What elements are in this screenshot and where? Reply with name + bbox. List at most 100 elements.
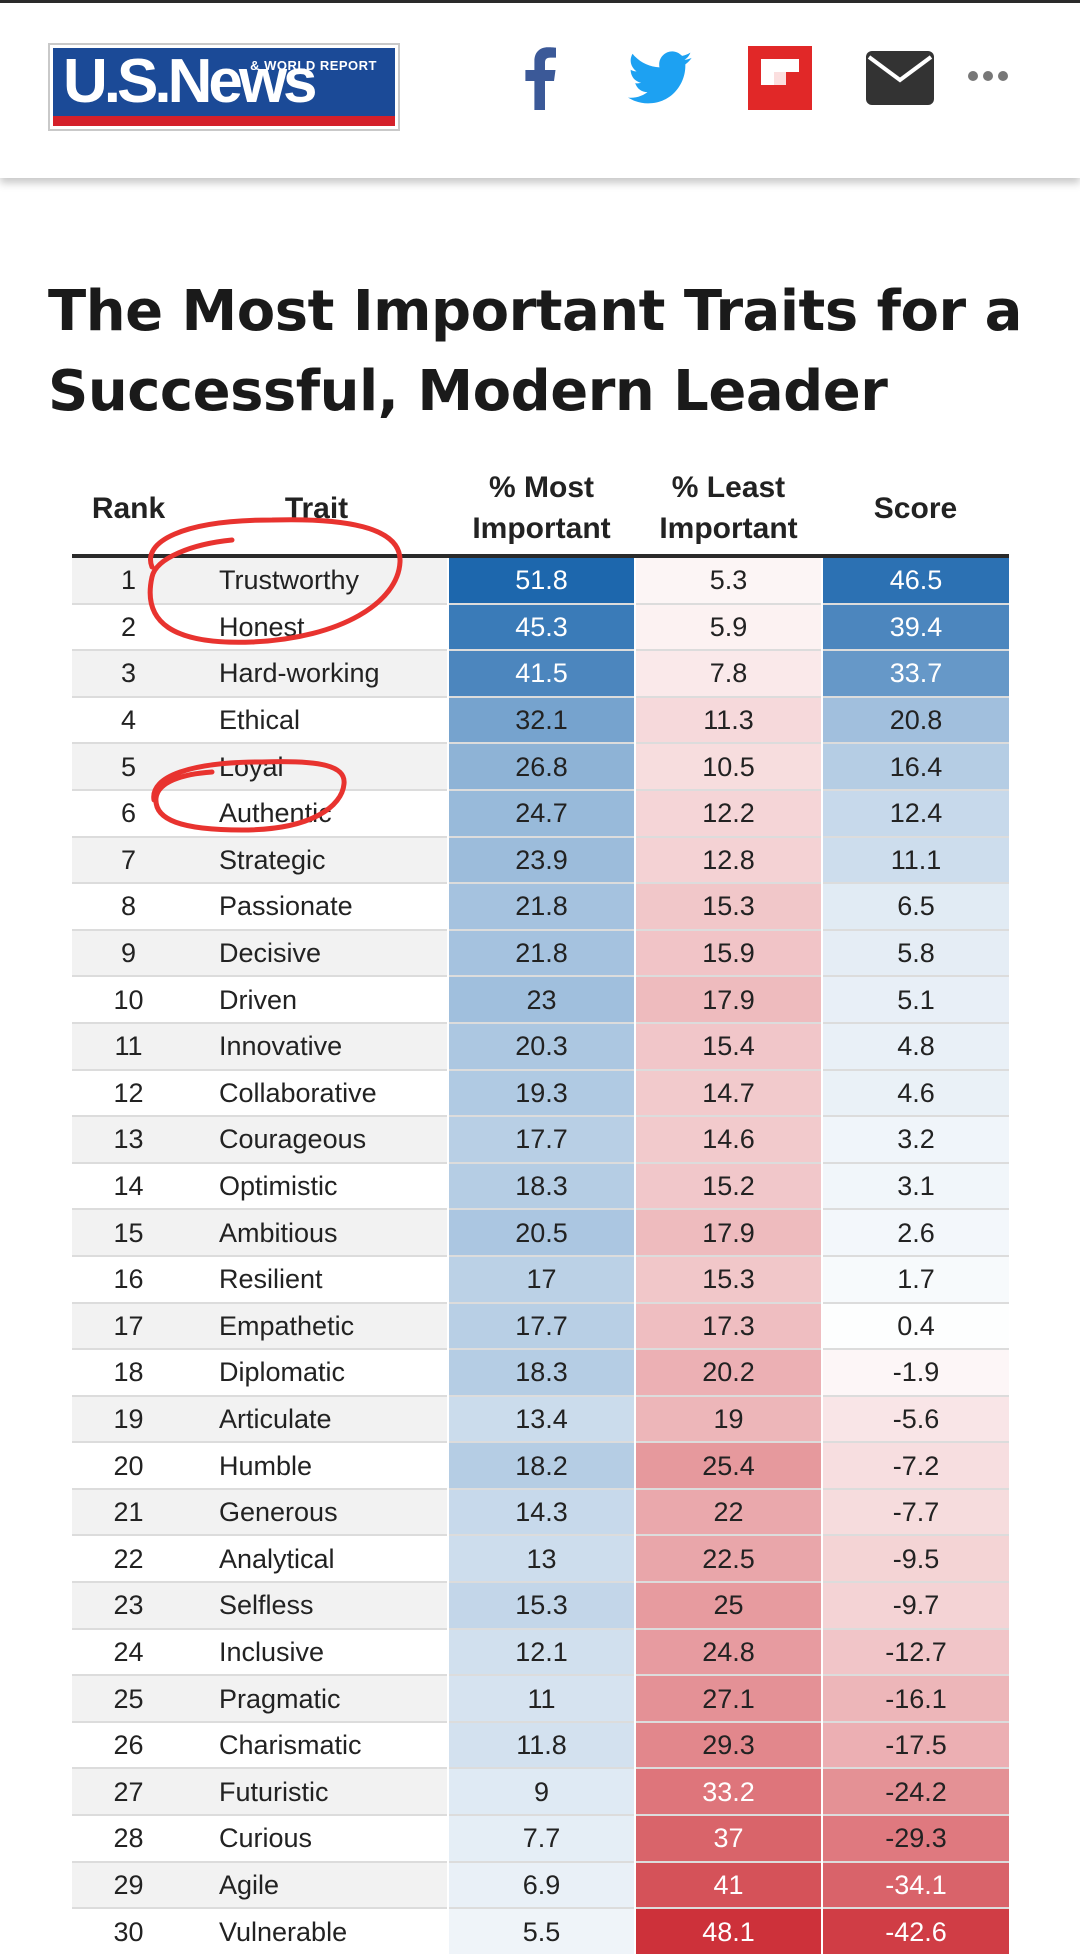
top-border (0, 0, 1080, 3)
table-row: 10 Driven 23 17.9 5.1 (72, 975, 1009, 1023)
table-row: 8 Passionate 21.8 15.3 6.5 (72, 882, 1009, 930)
rank-cell: 12 (72, 1068, 185, 1117)
table-row: 19 Articulate 13.4 19 -5.6 (72, 1394, 1009, 1443)
score-cell: -24.2 (821, 1767, 1009, 1816)
score-cell: -17.5 (821, 1720, 1009, 1769)
table-header-row: Rank Trait % Most Important % Least Impo… (72, 462, 1009, 558)
score-cell: 39.4 (821, 602, 1009, 651)
twitter-icon[interactable] (625, 43, 695, 113)
trait-cell: Articulate (185, 1394, 448, 1443)
most-important-cell: 18.2 (447, 1441, 635, 1489)
table-row: 26 Charismatic 11.8 29.3 -17.5 (72, 1720, 1009, 1769)
least-important-cell: 17.3 (634, 1301, 822, 1350)
traits-table-container: Rank Trait % Most Important % Least Impo… (72, 462, 1009, 1954)
least-important-cell: 17.9 (634, 1208, 822, 1256)
least-important-cell: 11.3 (634, 695, 822, 744)
score-cell: 46.5 (821, 555, 1009, 604)
most-important-cell: 23.9 (447, 835, 635, 884)
least-important-cell: 33.2 (634, 1767, 822, 1816)
table-row: 17 Empathetic 17.7 17.3 0.4 (72, 1301, 1009, 1350)
trait-cell: Curious (185, 1814, 448, 1862)
most-important-cell: 13.4 (447, 1394, 635, 1443)
least-important-cell: 15.3 (634, 882, 822, 930)
least-important-cell: 25.4 (634, 1441, 822, 1489)
least-important-cell: 7.8 (634, 649, 822, 697)
trait-cell: Analytical (185, 1534, 448, 1583)
usnews-logo[interactable]: U.S.News & WORLD REPORT (48, 43, 400, 131)
rank-cell: 30 (72, 1907, 185, 1954)
trait-cell: Optimistic (185, 1161, 448, 1210)
score-cell: 6.5 (821, 882, 1009, 930)
table-row: 28 Curious 7.7 37 -29.3 (72, 1814, 1009, 1862)
traits-table: Rank Trait % Most Important % Least Impo… (72, 462, 1009, 1954)
rank-cell: 15 (72, 1208, 185, 1256)
least-important-cell: 24.8 (634, 1627, 822, 1676)
trait-cell: Hard-working (185, 649, 448, 697)
table-row: 6 Authentic 24.7 12.2 12.4 (72, 788, 1009, 837)
most-important-cell: 21.8 (447, 928, 635, 977)
rank-cell: 18 (72, 1348, 185, 1396)
trait-cell: Resilient (185, 1254, 448, 1303)
most-important-cell: 11.8 (447, 1720, 635, 1769)
least-important-cell: 22.5 (634, 1534, 822, 1583)
trait-cell: Strategic (185, 835, 448, 884)
most-important-cell: 13 (447, 1534, 635, 1583)
most-important-cell: 51.8 (447, 555, 635, 604)
trait-cell: Humble (185, 1441, 448, 1489)
least-important-cell: 22 (634, 1487, 822, 1536)
rank-cell: 11 (72, 1021, 185, 1070)
score-cell: 4.8 (821, 1021, 1009, 1070)
table-body: 1 Trustworthy 51.8 5.3 46.5 2 Honest 45.3 5.9 39.… (72, 555, 1009, 1954)
table-row: 20 Humble 18.2 25.4 -7.2 (72, 1441, 1009, 1489)
column-header-most-important[interactable]: % Most Important (448, 462, 635, 558)
table-row: 7 Strategic 23.9 12.8 11.1 (72, 835, 1009, 884)
column-header-least-important[interactable]: % Least Important (635, 462, 822, 558)
more-icon[interactable] (968, 71, 1008, 81)
trait-cell: Agile (185, 1860, 448, 1909)
article-title: The Most Important Traits for a Successf… (48, 279, 1022, 424)
least-important-cell: 25 (634, 1581, 822, 1629)
least-important-cell: 37 (634, 1814, 822, 1862)
table-row: 14 Optimistic 18.3 15.2 3.1 (72, 1161, 1009, 1210)
table-row: 2 Honest 45.3 5.9 39.4 (72, 602, 1009, 651)
logo-subtitle: & WORLD REPORT (250, 58, 377, 73)
most-important-cell: 9 (447, 1767, 635, 1816)
column-header-rank[interactable]: Rank (72, 462, 185, 558)
table-row: 18 Diplomatic 18.3 20.2 -1.9 (72, 1348, 1009, 1396)
least-important-cell: 14.7 (634, 1068, 822, 1117)
score-cell: -12.7 (821, 1627, 1009, 1676)
trait-cell: Authentic (185, 788, 448, 837)
least-important-cell: 27.1 (634, 1674, 822, 1722)
column-header-score[interactable]: Score (822, 462, 1009, 558)
score-cell: 3.1 (821, 1161, 1009, 1210)
most-important-cell: 11 (447, 1674, 635, 1722)
least-important-cell: 12.8 (634, 835, 822, 884)
facebook-icon[interactable] (505, 43, 575, 113)
least-important-cell: 20.2 (634, 1348, 822, 1396)
score-cell: -7.7 (821, 1487, 1009, 1536)
table-row: 12 Collaborative 19.3 14.7 4.6 (72, 1068, 1009, 1117)
column-header-trait[interactable]: Trait (185, 462, 448, 558)
rank-cell: 24 (72, 1627, 185, 1676)
score-cell: 1.7 (821, 1254, 1009, 1303)
rank-cell: 10 (72, 975, 185, 1023)
table-row: 5 Loyal 26.8 10.5 16.4 (72, 742, 1009, 790)
score-cell: 11.1 (821, 835, 1009, 884)
most-important-cell: 17.7 (447, 1301, 635, 1350)
score-cell: -34.1 (821, 1860, 1009, 1909)
least-important-cell: 12.2 (634, 788, 822, 837)
least-important-cell: 5.9 (634, 602, 822, 651)
table-row: 16 Resilient 17 15.3 1.7 (72, 1254, 1009, 1303)
rank-cell: 8 (72, 882, 185, 930)
flipboard-icon[interactable] (745, 43, 815, 113)
rank-cell: 9 (72, 928, 185, 977)
most-important-cell: 14.3 (447, 1487, 635, 1536)
email-icon[interactable] (865, 43, 935, 113)
score-cell: -9.7 (821, 1581, 1009, 1629)
trait-cell: Futuristic (185, 1767, 448, 1816)
trait-cell: Trustworthy (185, 555, 448, 604)
trait-cell: Honest (185, 602, 448, 651)
rank-cell: 16 (72, 1254, 185, 1303)
trait-cell: Driven (185, 975, 448, 1023)
table-row: 15 Ambitious 20.5 17.9 2.6 (72, 1208, 1009, 1256)
